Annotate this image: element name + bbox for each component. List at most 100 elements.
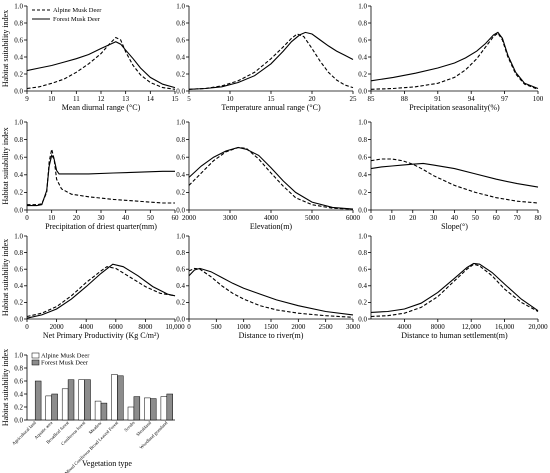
series-line-forest (188, 146, 354, 210)
x-tick-label: 20 (73, 214, 81, 222)
x-tick-label: 15 (268, 95, 276, 103)
x-tick-label: 30 (98, 214, 106, 222)
panel-distance-to-human-settlement: 0.0 0.2 0.4 0.6 0.8 1.0 4000 8000 12,000 16,000 20… (358, 232, 548, 340)
bar-forest (166, 393, 173, 421)
y-axis-title: Habitat suitability index (1, 127, 10, 204)
bar-forest (100, 402, 108, 421)
x-tick-label: 60 (493, 214, 501, 222)
series-line-forest (370, 31, 539, 90)
x-tick-label: 0 (25, 214, 29, 222)
y-tick-label: 0.0 (14, 206, 23, 214)
category-label: Scrubs (123, 420, 136, 433)
bar-forest (117, 375, 124, 421)
x-tick-label: 6000 (346, 214, 361, 222)
y-tick-label: 0.2 (176, 299, 185, 307)
legend-alpine-label: Alpine Musk Deer (41, 353, 90, 360)
x-tick-label: 97 (501, 95, 509, 103)
x-tick-label: 80 (535, 214, 543, 222)
x-tick-label: 6000 (109, 323, 124, 331)
panel-slope: 0.0 0.2 0.4 0.6 0.8 1.0 0 10 20 30 40 50 60 70 80 Slope… (358, 118, 542, 231)
x-tick-label: 91 (434, 95, 442, 103)
x-tick-label: 14 (147, 95, 155, 103)
x-tick-label: 2500 (319, 323, 334, 331)
x-tick-label: 25 (350, 95, 358, 103)
y-tick-label: 1.0 (176, 2, 185, 10)
y-tick-label: 0.8 (176, 249, 185, 257)
legend-forest-swatch (31, 359, 40, 366)
y-tick-label: 0.4 (14, 53, 23, 61)
y-tick-label: 1.0 (358, 2, 367, 10)
series-line-alpine (27, 149, 175, 206)
x-tick-label: 94 (468, 95, 476, 103)
x-tick-label: 0 (369, 214, 373, 222)
legend-forest-label: Forest Musk Deer (41, 360, 89, 367)
bar-forest (51, 393, 58, 421)
series-line-forest (188, 267, 354, 316)
x-tick-label: 12 (98, 95, 106, 103)
y-tick-label: 1.0 (358, 118, 367, 126)
legend-forest-label: Forest Musk Deer (53, 16, 101, 23)
x-tick-label: 30 (430, 214, 438, 222)
panel-net-primary-productivity: 0.0 0.2 0.4 0.6 0.8 1.0 0 2000 4000 6000 8000 10,00… (1, 232, 185, 340)
y-tick-label: 0.0 (358, 206, 367, 214)
x-tick-label: 1500 (264, 323, 279, 331)
x-tick-label: 20 (309, 95, 317, 103)
y-tick-label: 0.0 (358, 87, 367, 95)
y-tick-label: 0.8 (358, 136, 367, 144)
x-tick-label: 10 (48, 214, 56, 222)
x-tick-label: 40 (451, 214, 459, 222)
x-tick-label: 9 (25, 95, 29, 103)
x-tick-label: 500 (211, 323, 222, 331)
x-axis-label: Slope(°) (441, 222, 468, 231)
bar-alpine (127, 406, 135, 421)
y-tick-label: 0.0 (14, 87, 23, 95)
y-tick-label: 0.2 (14, 299, 23, 307)
y-tick-label: 0.4 (176, 282, 185, 290)
y-tick-label: 0.8 (176, 19, 185, 27)
bar-alpine (111, 374, 118, 421)
y-tick-label: 0.2 (176, 70, 185, 78)
y-tick-label: 0.0 (176, 315, 185, 323)
series-line-forest (26, 263, 176, 319)
x-tick-label: 2000 (182, 214, 197, 222)
x-tick-label: 12,000 (462, 323, 482, 331)
bar-alpine (61, 388, 69, 421)
y-tick-label: 0.0 (14, 416, 23, 424)
series-line-forest (26, 41, 176, 89)
y-tick-label: 1.0 (358, 232, 367, 240)
panel-distance-to-river: 0.0 0.2 0.4 0.6 0.8 1.0 0 500 1000 1500 2000 2500 30… (176, 232, 360, 340)
y-tick-label: 1.0 (14, 351, 23, 359)
bar-forest (67, 379, 75, 421)
x-tick-label: 20,000 (528, 323, 548, 331)
legend-alpine-label: Alpine Musk Deer (53, 7, 102, 14)
series-line-alpine (188, 146, 354, 210)
x-tick-label: 2000 (291, 323, 306, 331)
x-tick-label: 5000 (305, 214, 320, 222)
y-tick-label: 0.6 (358, 154, 367, 162)
x-tick-label: 40 (122, 214, 130, 222)
y-tick-label: 1.0 (14, 2, 23, 10)
y-tick-label: 0.4 (176, 53, 185, 61)
y-tick-label: 0.2 (14, 403, 23, 411)
y-tick-label: 0.6 (358, 266, 367, 274)
x-tick-label: 10 (227, 95, 235, 103)
y-tick-label: 0.4 (14, 171, 23, 179)
y-tick-label: 0.8 (358, 249, 367, 257)
x-tick-label: 20 (409, 214, 417, 222)
x-tick-label: 85 (368, 95, 376, 103)
x-tick-label: 3000 (223, 214, 238, 222)
x-tick-label: 0 (187, 323, 191, 331)
x-tick-label: 70 (514, 214, 522, 222)
x-axis-label: Distance to river(m) (239, 331, 304, 340)
series-line-forest (370, 162, 539, 188)
y-axis-title: Habitat suitability index (1, 349, 10, 426)
series-line-alpine (370, 263, 539, 318)
panel-temperature-annual-range: 0.0 0.2 0.4 0.6 0.8 1.0 5 10 15 20 25 Temperature a… (176, 2, 357, 112)
y-tick-label: 0.6 (14, 36, 23, 44)
x-tick-label: 5 (187, 95, 191, 103)
bar-forest (34, 380, 42, 421)
bar-forest (84, 379, 91, 421)
legend: Alpine Musk Deer Forest Musk Deer (32, 7, 102, 23)
x-tick-label: 11 (73, 95, 80, 103)
